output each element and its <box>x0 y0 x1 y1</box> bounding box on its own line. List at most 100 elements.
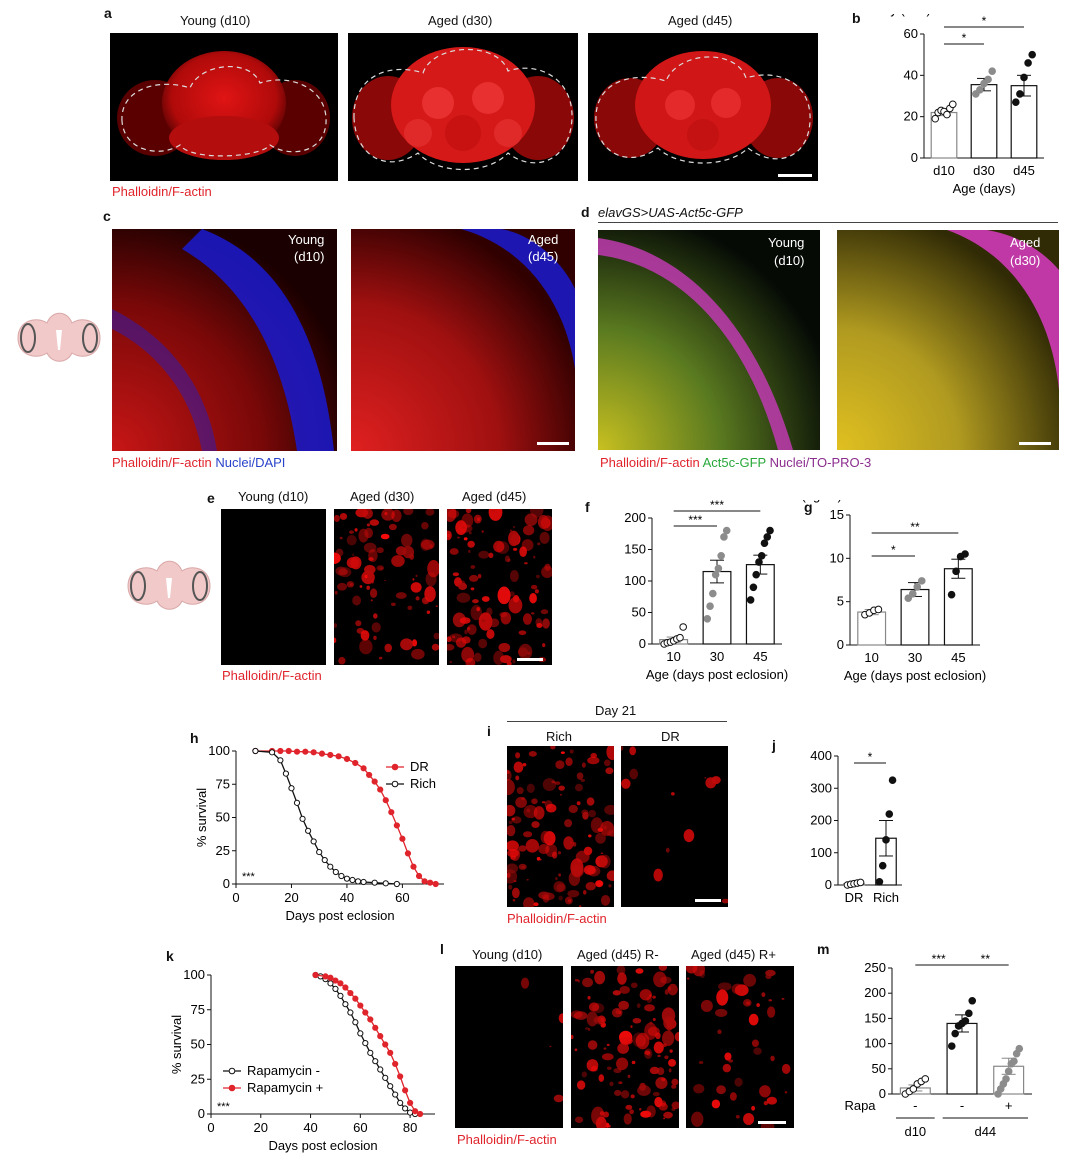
rapa-sign: - <box>960 1098 964 1113</box>
data-point <box>377 1033 384 1040</box>
speckle <box>616 966 626 975</box>
speckle <box>472 599 479 604</box>
data-point <box>1024 59 1032 67</box>
speckle <box>639 1107 642 1111</box>
speckle <box>541 801 546 804</box>
speckle <box>587 995 591 1000</box>
speckle <box>567 889 580 898</box>
speckle <box>558 785 565 791</box>
significance-label: ** <box>910 520 920 534</box>
speckle <box>519 546 527 558</box>
speckle <box>411 648 425 660</box>
data-point <box>360 765 367 772</box>
speckle <box>605 767 614 775</box>
data-point <box>327 980 334 987</box>
speckle <box>381 509 395 521</box>
speckle <box>364 574 368 579</box>
speckle <box>585 1027 589 1030</box>
speckle <box>334 590 338 595</box>
speckle <box>507 825 516 837</box>
data-point <box>722 526 731 535</box>
group-label: d44 <box>974 1124 996 1139</box>
panel-l-title-3: Aged (d45) R+ <box>691 947 776 962</box>
speckle <box>564 896 573 905</box>
data-point <box>382 880 389 887</box>
y-tick-label: 100 <box>864 1036 886 1051</box>
speckle <box>649 994 652 997</box>
speckle <box>504 555 510 563</box>
data-point <box>362 1040 369 1047</box>
speckle <box>534 589 539 594</box>
data-point <box>882 836 890 844</box>
data-point <box>285 747 292 755</box>
y-tick-label: 20 <box>904 109 918 124</box>
speckle <box>629 1109 634 1115</box>
data-point <box>965 1009 973 1018</box>
speckle <box>354 528 358 532</box>
speckle <box>652 1017 656 1022</box>
speckle <box>449 660 452 664</box>
y-tick-label: 100 <box>810 845 832 860</box>
speckle <box>525 839 540 853</box>
data-point <box>749 583 758 592</box>
data-point <box>1015 1044 1024 1053</box>
data-point <box>909 1085 918 1093</box>
speckle <box>652 1091 660 1097</box>
data-point <box>362 1009 369 1016</box>
legend-marker <box>228 1067 236 1075</box>
speckle <box>663 1117 666 1120</box>
speckle <box>533 806 545 820</box>
speckle <box>597 1015 606 1025</box>
brain-image-svg <box>594 51 813 164</box>
data-point <box>1002 1075 1010 1083</box>
y-tick-label: 40 <box>904 67 918 82</box>
speckle <box>662 1030 675 1046</box>
speckle <box>629 768 639 780</box>
data-point <box>268 749 276 756</box>
bar <box>1010 85 1038 159</box>
speckle <box>447 509 460 519</box>
speckle <box>612 990 621 996</box>
speckle <box>461 526 466 529</box>
data-point <box>392 1091 399 1098</box>
y-tick-label: 300 <box>810 780 832 795</box>
y-axis-label: % survival <box>194 788 209 847</box>
speckle <box>751 1039 759 1047</box>
data-point <box>293 799 301 806</box>
significance-label: *** <box>242 871 256 883</box>
data-point <box>415 872 423 880</box>
speckle <box>461 636 471 644</box>
speckle <box>447 636 452 643</box>
speckle <box>664 1055 669 1060</box>
data-point <box>888 776 897 784</box>
speckle <box>515 796 527 808</box>
speckle <box>395 592 407 599</box>
speckle <box>339 536 343 540</box>
gfp-image-young <box>598 230 820 450</box>
speckle <box>412 578 415 581</box>
speckle <box>467 540 475 548</box>
gfp-image-svg <box>598 230 820 450</box>
speckle <box>691 1111 704 1127</box>
speckle <box>488 552 494 559</box>
y-tick-label: 400 <box>810 748 832 763</box>
speckle <box>657 1054 661 1058</box>
speckle <box>355 620 362 627</box>
speckle <box>521 797 525 801</box>
y-tick-label: 0 <box>825 877 832 892</box>
speckle <box>580 779 586 782</box>
data-point <box>1020 73 1028 82</box>
speckle <box>533 902 539 907</box>
group-label: d10 <box>904 1124 926 1139</box>
speckle <box>542 894 550 903</box>
speckle <box>582 977 594 988</box>
rapa-label: Rapa <box>844 1098 876 1113</box>
speckle <box>563 836 574 850</box>
panel-e-title-2: Aged (d30) <box>350 489 415 504</box>
speckle <box>518 845 527 852</box>
speckle <box>522 525 535 536</box>
speckle <box>535 574 540 579</box>
data-point <box>352 995 359 1002</box>
data-point <box>410 863 417 870</box>
data-point <box>352 759 359 767</box>
